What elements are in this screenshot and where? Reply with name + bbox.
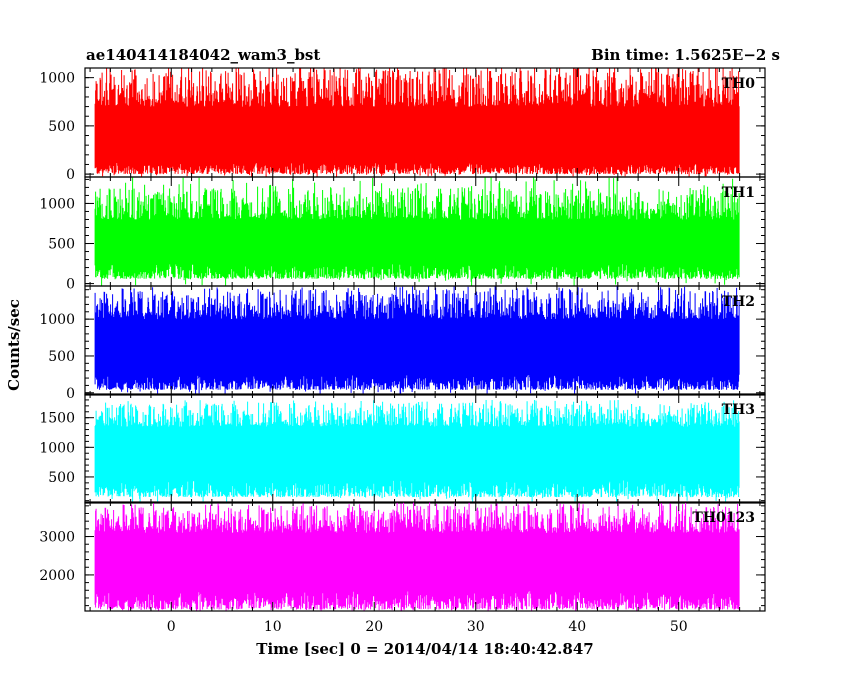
x-tick-label: 30 [467,619,485,635]
series-th0123 [94,502,740,611]
x-tick-label: 50 [670,619,688,635]
panel-th1: 0 500 1000 TH1 [39,176,766,293]
y-tick-label: 0 [66,167,75,183]
panel-label: TH0123 [692,510,755,526]
panel-label: TH1 [722,185,755,201]
panel-frame [84,501,766,612]
series-th3 [94,400,740,503]
x-tick-label: 40 [568,619,586,635]
panel-th3: 500 1000 1500 TH3 [39,393,766,504]
panel-frame [84,285,766,396]
y-tick-label: 3000 [39,530,75,546]
x-tick-label: 0 [167,619,176,635]
y-tick-label: 500 [48,119,75,135]
y-tick-label: 500 [48,470,75,486]
panel-th0123: 2000 3000 TH0123 [39,501,766,612]
panel-frame [84,393,766,504]
y-tick-label: 1000 [39,196,75,212]
x-tick-label: 10 [264,619,282,635]
y-tick-label: 1000 [39,71,75,87]
y-tick-label: 1000 [39,312,75,328]
y-axis-label: Counts/sec [5,299,23,391]
y-tick-label: 500 [48,237,75,253]
y-tick-label: 500 [48,349,75,365]
x-tick-label: 20 [365,619,383,635]
x-axis-label: Time [sec] 0 = 2014/04/14 18:40:42.847 [256,640,593,658]
y-tick-label: 1500 [39,411,75,427]
y-tick-label: 2000 [39,568,75,584]
y-tick-label: 0 [66,386,75,402]
panels: 0 500 1000 TH0 0 500 1000 TH1 0 500 1000 TH2 500 1000… [39,67,766,612]
panel-th0: 0 500 1000 TH0 [39,67,766,183]
bin-time-label: Bin time: 1.5625E−2 s [591,46,780,64]
panel-th2: 0 500 1000 TH2 [39,285,766,402]
series-th2 [94,286,740,395]
x-axis: 0 10 20 30 40 50 [167,619,688,635]
series-th0 [94,68,740,177]
plot-title: ae140414184042_wam3_bst [86,46,320,64]
panel-label: TH3 [722,402,755,418]
panel-label: TH0 [722,76,756,92]
y-tick-label: 0 [66,277,75,293]
panel-label: TH2 [722,294,755,310]
series-th1 [94,177,740,286]
y-tick-label: 1000 [39,440,75,456]
